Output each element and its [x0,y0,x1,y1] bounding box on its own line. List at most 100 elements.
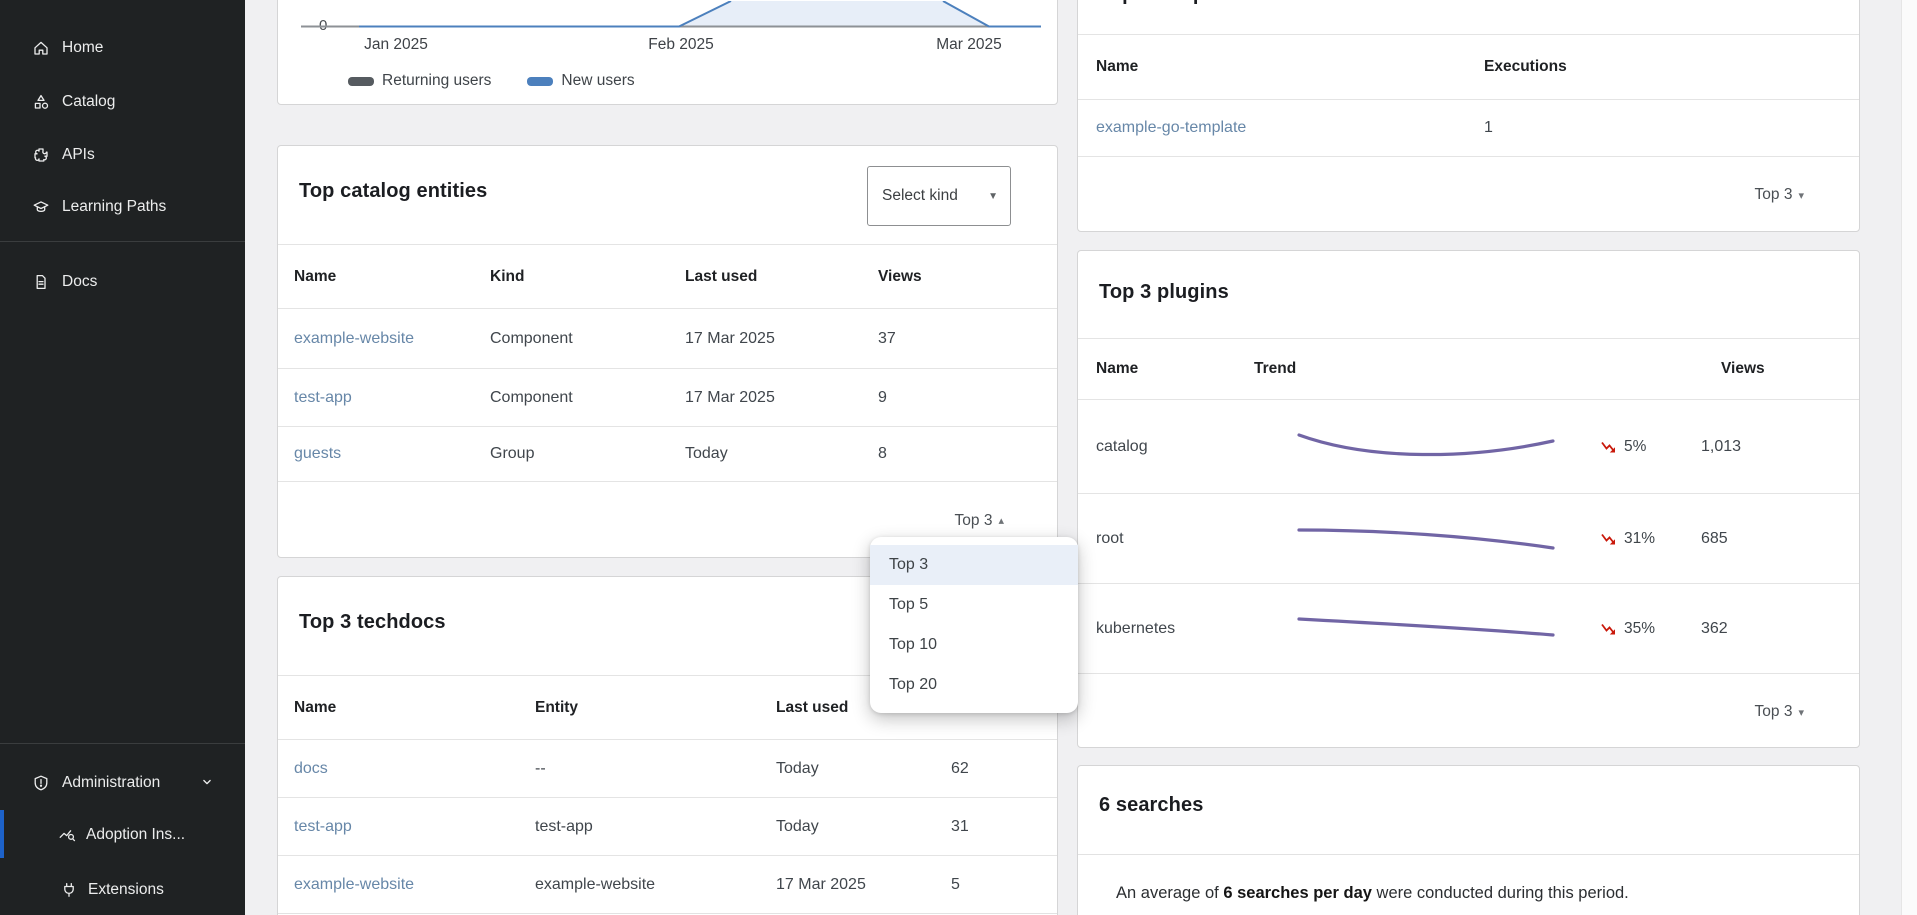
cell-views: 8 [878,445,887,462]
col-header-name: Name [294,698,337,716]
top-n-label: Top 3 [1754,703,1793,720]
cell-kind: Component [490,388,573,406]
card-divider [1078,854,1859,855]
top-n-label: Top 3 [954,511,993,529]
table-row: kubernetes 35% 362 [1078,583,1859,673]
learning-paths-icon [32,198,50,216]
top-n-selector-button[interactable]: Top 3 ▴ [955,512,1004,530]
trend-sparkline [1254,519,1601,559]
top-plugins-card: Top 3 plugins Name Trend Views catalog 5… [1077,250,1860,748]
cell-entity: -- [535,759,546,777]
techdoc-link[interactable]: docs [294,759,328,777]
cell-executions: 1 [1484,119,1493,136]
top-n-label: Top 3 [1754,186,1793,203]
menu-item-top-10[interactable]: Top 10 [889,636,938,653]
top-n-selector-button[interactable]: Top 3 ▾ [1755,703,1804,721]
trend-sparkline [1254,427,1601,467]
page-scrollbar[interactable] [1901,0,1917,915]
entity-link[interactable]: guests [294,445,342,462]
cell-views: 37 [878,329,896,347]
trend-percentage: 31% [1601,530,1701,548]
trend-percentage: 35% [1601,620,1701,638]
top-templates-card: Top 3 templates Name Executions example-… [1077,0,1860,232]
cell-last-used: Today [776,817,819,835]
table-header-row: Name Trend Views [1078,338,1859,399]
table-row: test-app Component 17 Mar 2025 9 [278,368,1057,426]
chevron-down-icon: ▾ [1798,189,1804,202]
col-header-last-used: Last used [685,267,758,285]
card-title: Top 3 plugins [1099,281,1229,303]
col-header-entity: Entity [535,698,579,716]
plugin-name: root [1096,529,1124,547]
sidebar-item-label: Adoption Ins... [86,826,186,843]
cell-views: 685 [1701,529,1728,547]
table-row: example-website Component 17 Mar 2025 37 [278,308,1057,368]
techdoc-link[interactable]: test-app [294,817,352,835]
legend-label-new-users: New users [561,72,635,89]
table-row: test-app test-app Today 31 [278,797,1057,855]
cell-kind: Component [490,329,573,347]
table-footer: Top 3 ▾ [1078,673,1859,750]
col-header-name: Name [1096,58,1139,75]
cell-views: 62 [951,759,969,777]
techdoc-link[interactable]: example-website [294,875,415,893]
card-title: Top 3 templates [1099,0,1251,7]
users-area-chart [301,1,1041,28]
select-kind-dropdown[interactable]: Select kind ▼ [867,166,1011,226]
trend-percentage: 5% [1601,438,1701,456]
col-header-name: Name [1096,360,1139,377]
table-row: catalog 5% 1,013 [1078,399,1859,493]
sidebar-item-docs[interactable]: Docs [0,262,245,302]
sidebar-item-label: Extensions [88,881,164,898]
entity-link[interactable]: test-app [294,388,352,406]
plug-icon [60,881,78,899]
cell-last-used: 17 Mar 2025 [776,875,866,893]
docs-icon [32,273,50,291]
table-header-row: Name Executions [1078,34,1859,99]
sidebar-item-apis[interactable]: APIs [0,135,245,175]
trend-sparkline [1254,609,1601,649]
sidebar-item-label: Administration [62,774,161,791]
sidebar-item-adoption-insights[interactable]: Adoption Ins... [0,815,245,855]
menu-item-top-5[interactable]: Top 5 [889,596,929,613]
col-header-trend: Trend [1254,360,1297,377]
col-header-views: Views [878,267,922,285]
sidebar-item-label: Home [62,39,104,56]
top-n-dropdown-menu: Top 3 Top 5 Top 10 Top 20 [870,537,1078,713]
table-row: guests Group Today 8 [278,426,1057,481]
template-link[interactable]: example-go-template [1096,119,1247,136]
sidebar-item-administration[interactable]: Administration [0,763,245,803]
x-axis-label-feb: Feb 2025 [648,36,714,53]
cell-views: 362 [1701,619,1728,637]
sidebar-item-extensions[interactable]: Extensions [0,870,245,910]
cell-views: 1,013 [1701,437,1742,455]
menu-item-top-3[interactable]: Top 3 [870,545,1078,585]
card-title: 6 searches [1099,794,1204,816]
insights-icon [58,826,76,844]
entity-link[interactable]: example-website [294,329,415,347]
col-header-executions: Executions [1484,58,1567,75]
table-header-row: Name Kind Last used Views [278,244,1057,308]
cell-last-used: Today [685,445,728,462]
plugin-name: kubernetes [1096,619,1176,637]
col-header-name: Name [294,267,337,285]
card-title: Top catalog entities [299,180,488,202]
chevron-down-icon [199,774,217,792]
cell-views: 9 [878,388,887,406]
sidebar-item-learning-paths[interactable]: Learning Paths [0,187,245,227]
sidebar-item-label: APIs [62,146,95,163]
cell-last-used: Today [776,759,819,777]
col-header-views: Views [1721,360,1765,377]
plugin-name: catalog [1096,437,1148,455]
chevron-up-icon: ▴ [998,515,1004,527]
table-row: root 31% 685 [1078,493,1859,583]
card-title: Top 3 techdocs [299,611,446,633]
sidebar-item-home[interactable]: Home [0,28,245,68]
table-row: example-go-template 1 [1078,99,1859,156]
top-n-selector-button[interactable]: Top 3 ▾ [1755,186,1804,204]
sidebar-item-catalog[interactable]: Catalog [0,82,245,122]
catalog-icon [32,93,50,111]
menu-item-top-20[interactable]: Top 20 [889,676,938,693]
sidebar: Home Catalog APIs Learning Paths D [0,0,245,915]
